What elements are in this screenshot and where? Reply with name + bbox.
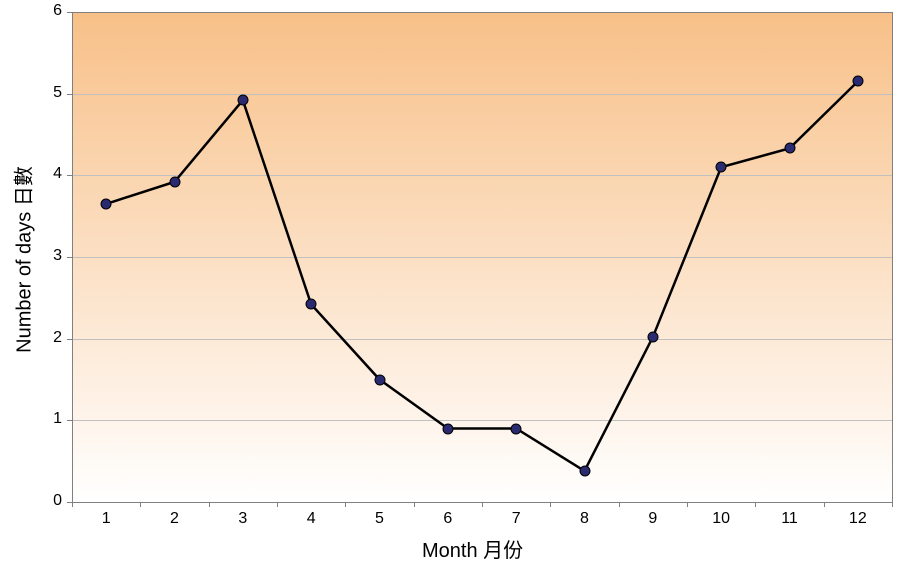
y-tick-label: 5 [53, 84, 62, 102]
series-line [106, 81, 858, 471]
y-tick-label: 6 [53, 2, 62, 20]
x-tick-label: 5 [375, 510, 384, 528]
y-tick-label: 2 [53, 329, 62, 347]
plot-border-right [892, 12, 893, 502]
x-tick-label: 2 [170, 510, 179, 528]
x-tick-label: 11 [781, 510, 798, 528]
chart-container: 0123456 123456789101112 Number of days 日… [0, 0, 913, 575]
data-marker [852, 76, 863, 87]
x-tick-mark [892, 502, 893, 507]
plot-area [72, 12, 892, 502]
x-tick-label: 10 [712, 510, 730, 528]
y-tick-label: 1 [53, 410, 62, 428]
x-tick-label: 8 [580, 510, 589, 528]
data-marker [237, 95, 248, 106]
x-tick-label: 3 [238, 510, 247, 528]
data-marker [784, 143, 795, 154]
x-tick-label: 1 [102, 510, 111, 528]
x-tick-label: 6 [443, 510, 452, 528]
data-marker [579, 465, 590, 476]
plot-border-bottom [72, 502, 892, 503]
x-tick-label: 4 [307, 510, 316, 528]
x-tick-label: 9 [648, 510, 657, 528]
x-tick-label: 12 [849, 510, 867, 528]
data-marker [442, 423, 453, 434]
data-marker [647, 332, 658, 343]
y-tick-label: 3 [53, 247, 62, 265]
line-series-layer [72, 12, 892, 502]
plot-border-left [72, 12, 73, 502]
y-tick-label: 4 [53, 165, 62, 183]
y-axis-label: Number of days 日數 [8, 160, 37, 360]
data-marker [716, 162, 727, 173]
data-marker [306, 299, 317, 310]
x-tick-label: 7 [512, 510, 521, 528]
data-marker [374, 374, 385, 385]
data-marker [101, 198, 112, 209]
data-marker [511, 423, 522, 434]
y-tick-label: 0 [53, 492, 62, 510]
data-marker [169, 176, 180, 187]
plot-border-top [72, 12, 892, 13]
x-axis-label: Month 月份 [422, 534, 523, 563]
